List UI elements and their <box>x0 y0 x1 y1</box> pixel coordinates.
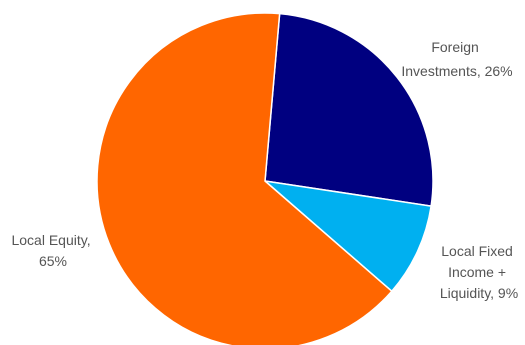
pie-slice-local-fixed-income-liquidity <box>262 179 432 293</box>
label-local-equity: Local Equity, 65% <box>11 232 94 269</box>
pie-slice-foreign-investments <box>264 12 434 207</box>
label-local-fixed-income: Local Fixed Income + Liquidity, 9% <box>440 243 518 301</box>
pie-slices <box>96 12 434 345</box>
pie-slice-local-equity <box>96 12 393 345</box>
label-foreign-investments: Foreign Investments, 26% <box>401 39 512 79</box>
